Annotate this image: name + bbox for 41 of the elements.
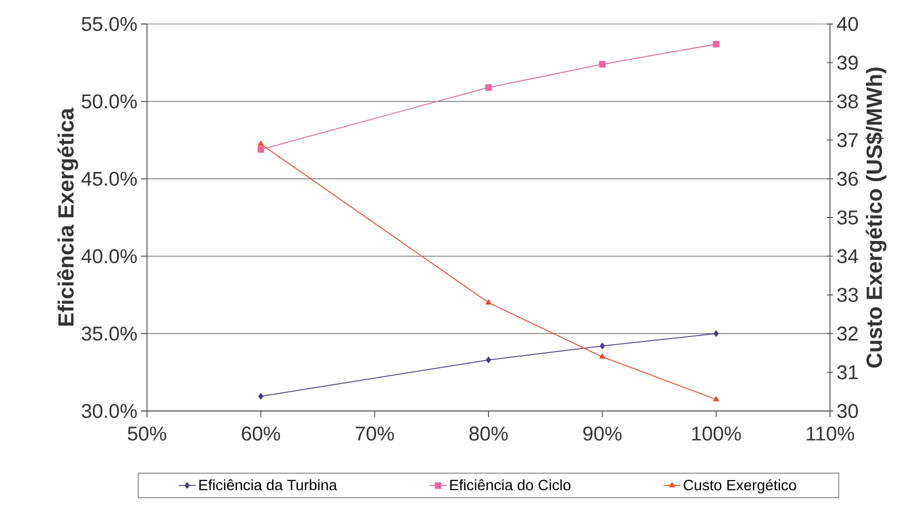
legend-label: Eficiência da Turbina	[199, 479, 338, 490]
legend-label: Custo Exergético	[684, 479, 796, 494]
y-tick-label: 45.0%	[81, 172, 137, 186]
y2-tick-label: 30	[837, 404, 858, 418]
y2-tick-label: 40	[836, 16, 858, 32]
point	[599, 61, 606, 68]
y2-tick-label: 34	[837, 249, 858, 264]
point	[258, 140, 264, 146]
x-tick-label: 90%	[583, 426, 622, 441]
y-tick-label: 50.0%	[82, 94, 137, 108]
x-tick-label: 110%	[806, 426, 854, 441]
y2-tick-label: 33	[837, 288, 858, 302]
legend-label: Eficiência do Ciclo	[450, 479, 570, 490]
y2-tick-label: 38	[837, 94, 858, 108]
x-tick-label: 50%	[128, 426, 166, 441]
y2-tick-label: 32	[837, 326, 858, 341]
x-tick-label: 80%	[469, 426, 508, 441]
y-tick-label: 35.0%	[82, 326, 137, 341]
y2-tick-label: 31	[837, 365, 858, 380]
point	[714, 330, 719, 337]
x-tick-label: 100%	[692, 426, 741, 441]
y-tick-label: 40.0%	[81, 249, 137, 264]
point	[713, 396, 720, 402]
y2-tick-label: 36	[837, 172, 858, 186]
point	[599, 354, 606, 359]
point	[258, 393, 264, 400]
x-tick-label: 70%	[356, 426, 394, 441]
point	[712, 40, 720, 48]
point	[258, 146, 264, 153]
y2-tick-label: 37	[837, 133, 858, 148]
y-axis-title: Eficiência Exergética	[57, 108, 78, 326]
point	[600, 342, 605, 350]
point	[486, 299, 492, 304]
y2-axis-title: Custo Exergético (US$/MWh)	[866, 68, 886, 368]
y-tick-label: 30.0%	[82, 404, 137, 418]
point	[485, 84, 492, 91]
y-tick-label: 55.0%	[82, 16, 137, 32]
point	[486, 356, 492, 364]
x-tick-label: 60%	[242, 426, 280, 441]
y2-tick-label: 35	[837, 210, 858, 225]
y2-tick-label: 39	[837, 56, 858, 70]
